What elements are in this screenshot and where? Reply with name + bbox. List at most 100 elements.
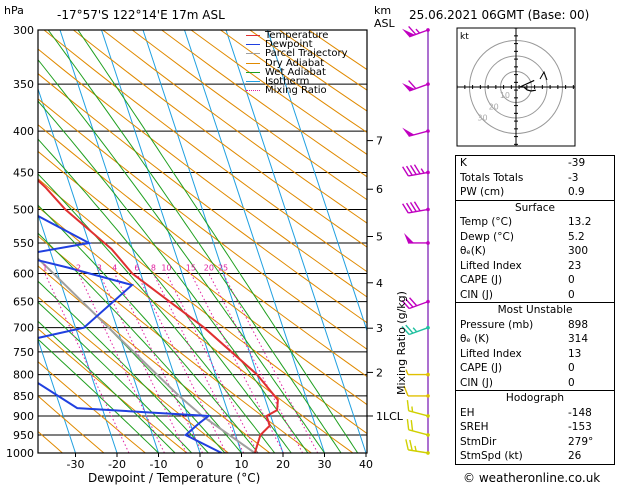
surface-value: 13.2 (568, 216, 592, 228)
legend-item-dry-adiabat: Dry Adiabat (246, 58, 348, 68)
isotherm (38, 87, 159, 453)
km-tick-label: 4 (376, 277, 383, 290)
temperature-line (38, 178, 279, 453)
wind-barb (402, 164, 430, 177)
pressure-tick-label: 500 (13, 203, 34, 216)
plot-area (38, 30, 367, 453)
hodograph-value: 26 (568, 450, 582, 462)
mixing-ratio-line (44, 273, 130, 453)
wind-barb (402, 127, 430, 137)
most-unstable-title: Most Unstable (497, 304, 573, 316)
surface-value: 0 (568, 288, 575, 301)
most-unstable-value: 0 (568, 362, 575, 374)
index-row-pw: PW (cm) 0.9 (460, 186, 585, 198)
dry-adiabat (38, 124, 367, 378)
pressure-tick-label: 850 (13, 390, 34, 403)
mixing-ratio-tick-label: 8 (151, 264, 156, 273)
wind-barb (404, 232, 430, 245)
isotherm (267, 30, 367, 333)
wet-adiabat (38, 204, 259, 453)
hodograph-label: StmDir (460, 435, 497, 448)
hodograph-ring-label: 30 (477, 113, 487, 122)
wind-barb (403, 385, 430, 398)
most-unstable-value: 898 (568, 318, 589, 331)
surface-row: Temp (°C) 13.2 (456, 215, 614, 230)
pressure-tick-label: 550 (13, 237, 34, 250)
most-unstable-label: Lifted Index (460, 347, 522, 360)
pressure-tick-label: 650 (13, 296, 34, 309)
isotherm (59, 30, 201, 453)
chart-legend: Temperature Dewpoint Parcel Trajectory D… (246, 30, 348, 96)
legend-item-temperature: Temperature (246, 30, 348, 41)
surface-value: 23 (568, 259, 582, 272)
hodograph-label: EH (460, 406, 475, 419)
dry-adiabat (38, 395, 105, 453)
pressure-tick-label: 800 (13, 369, 34, 382)
dry-adiabat (73, 30, 367, 248)
most-unstable-value: 0 (568, 376, 575, 389)
surface-row: Dewp (°C) 5.2 (456, 230, 614, 245)
mixing-ratio-tick-label: 20 (204, 264, 214, 273)
temp-tick-label: -10 (150, 458, 168, 471)
pressure-tick-label: 350 (13, 78, 34, 91)
most-unstable-label: θₑ (K) (460, 333, 490, 345)
dry-adiabat (38, 150, 367, 406)
mixing-ratio-line (222, 273, 319, 453)
isotherm (38, 338, 76, 453)
surface-value: 300 (568, 245, 589, 257)
dewpoint-line (38, 215, 223, 453)
pressure-unit-label: hPa (4, 4, 24, 17)
wind-barb (405, 369, 430, 377)
mixing-ratio-tick-label: 3 (97, 264, 102, 273)
pressure-tick-label: 400 (13, 125, 34, 138)
hodograph-value: -153 (568, 421, 592, 433)
hodograph-value: 279° (568, 435, 594, 448)
isotherm (142, 30, 284, 453)
mixing-ratio-tick-label: 2 (76, 264, 81, 273)
most-unstable-value: 314 (568, 333, 589, 345)
most-unstable-row: CIN (J) 0 (456, 376, 614, 391)
dry-adiabat (38, 98, 367, 350)
mixing-ratio-tick-label: 10 (161, 264, 171, 273)
plot-frame (37, 29, 368, 454)
legend-item-parcel: Parcel Trajectory (246, 49, 348, 59)
pressure-tick-label: 450 (13, 166, 34, 179)
km-tick-label: 2 (376, 366, 383, 379)
hodograph-ring-label: 20 (489, 102, 499, 111)
mixing-ratio-line (136, 273, 227, 453)
surface-title: Surface (514, 201, 555, 214)
x-axis-label: Dewpoint / Temperature (°C) (88, 471, 261, 485)
most-unstable-row: CAPE (J) 0 (456, 361, 614, 376)
pressure-tick-label: 950 (13, 429, 34, 442)
hodograph-label: StmSpd (kt) (460, 450, 523, 462)
wet-adiabat (38, 280, 209, 453)
hodograph-row: EH -148 (456, 406, 614, 421)
surface-row: CAPE (J) 0 (456, 273, 614, 288)
hodograph-unit-label: kt (460, 32, 469, 42)
wind-barb (402, 25, 430, 38)
km-tick-label: 5 (376, 231, 383, 244)
wet-adiabat (38, 301, 193, 453)
km-tick-label: 7 (376, 135, 383, 148)
temp-tick-label: 0 (197, 458, 204, 471)
surface-label: θₑ(K) (460, 245, 486, 257)
most-unstable-label: CAPE (J) (460, 362, 503, 374)
wind-barb (405, 439, 430, 455)
pressure-tick-label: 1000 (6, 447, 34, 460)
hodograph-value: -148 (568, 406, 592, 419)
surface-value: 5.2 (568, 230, 585, 243)
mixing-ratio-tick-label: 1 (42, 264, 47, 273)
legend-item-mixing-ratio: Mixing Ratio (246, 86, 348, 96)
temp-tick-label: 30 (318, 458, 332, 471)
surface-row: CIN (J) 0 (456, 288, 614, 303)
hodograph-title: Hodograph (505, 392, 565, 404)
pressure-tick-label: 600 (13, 268, 34, 281)
asl-label: ASL (374, 17, 395, 30)
pressure-tick-label: 900 (13, 410, 34, 423)
storm-motion-marker (539, 70, 548, 81)
dry-adiabat (38, 178, 367, 435)
wet-adiabat (38, 138, 292, 453)
mixing-ratio-tick-label: 25 (218, 264, 228, 273)
